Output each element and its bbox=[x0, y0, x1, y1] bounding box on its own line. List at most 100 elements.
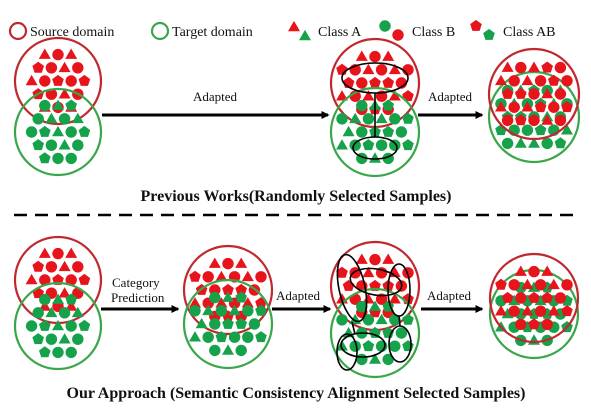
target-sample-circle-icon bbox=[58, 113, 71, 125]
legend-shape-icons bbox=[288, 19, 495, 41]
target-sample-circle-icon bbox=[395, 327, 408, 339]
target-sample-triangle-icon bbox=[52, 99, 64, 110]
source-sample-circle-icon bbox=[65, 274, 77, 286]
source-domain-circle bbox=[487, 47, 581, 141]
target-sample-pentagon-icon bbox=[402, 139, 414, 151]
source-sample-triangle-icon bbox=[58, 260, 71, 272]
target-sample-triangle-icon bbox=[336, 340, 348, 351]
source-sample-triangle-icon bbox=[58, 61, 71, 73]
target-domain-circle bbox=[13, 281, 103, 371]
target-sample-circle-icon bbox=[235, 344, 247, 357]
legend-class-ab-label: Class AB bbox=[503, 25, 556, 40]
target-sample-pentagon-icon bbox=[235, 291, 247, 303]
target-domain-circle bbox=[182, 278, 274, 370]
target-sample-pentagon-icon bbox=[255, 331, 267, 343]
target-sample-circle-icon bbox=[336, 314, 348, 326]
source-sample-triangle-icon bbox=[362, 266, 375, 278]
target-sample-circle-icon bbox=[39, 99, 51, 112]
target-sample-circle-icon bbox=[362, 314, 375, 326]
source-sample-triangle-icon bbox=[235, 257, 248, 268]
source-sample-pentagon-icon bbox=[515, 114, 527, 126]
bottom-arrow-2-label: Adapted bbox=[276, 288, 321, 303]
target-sample-circle-icon bbox=[382, 353, 394, 366]
target-sample-circle-icon bbox=[202, 331, 214, 343]
source-domain-circle bbox=[182, 244, 274, 336]
target-sample-circle-icon bbox=[72, 139, 84, 151]
target-sample-pentagon-icon bbox=[534, 124, 547, 136]
target-sample-triangle-icon bbox=[202, 304, 215, 316]
source-sample-triangle-icon bbox=[382, 50, 395, 61]
target-sample-circle-icon bbox=[52, 346, 64, 359]
source-sample-pentagon-icon bbox=[541, 61, 553, 73]
bottom-semantic-selected-domains bbox=[329, 240, 421, 379]
target-sample-triangle-icon bbox=[375, 313, 388, 325]
target-sample-pentagon-icon bbox=[362, 139, 375, 151]
bottom-arrow-1-label-line-1: Category bbox=[112, 275, 160, 290]
legend-class-b-red-circle-icon bbox=[392, 29, 404, 41]
target-sample-circle-icon bbox=[375, 139, 388, 151]
source-sample-triangle-icon bbox=[528, 61, 540, 72]
source-sample-triangle-icon bbox=[355, 50, 368, 61]
source-sample-triangle-icon bbox=[38, 48, 51, 59]
source-sample-triangle-icon bbox=[382, 253, 395, 264]
source-sample-circle-icon bbox=[534, 75, 547, 87]
legend-class-ab-green-pentagon-icon bbox=[483, 28, 495, 40]
source-sample-circle-icon bbox=[369, 253, 381, 266]
target-sample-triangle-icon bbox=[45, 112, 58, 124]
target-sample-triangle-icon bbox=[52, 319, 64, 331]
source-sample-circle-icon bbox=[202, 271, 214, 283]
legend-target-label: Target domain bbox=[172, 25, 253, 40]
bottom-selection-ellipse-4 bbox=[340, 332, 386, 358]
target-sample-circle-icon bbox=[72, 333, 84, 345]
target-sample-circle-icon bbox=[228, 331, 241, 343]
source-sample-pentagon-icon bbox=[382, 76, 394, 88]
target-sample-circle-icon bbox=[45, 333, 58, 345]
source-sample-triangle-icon bbox=[501, 61, 514, 72]
target-sample-triangle-icon bbox=[195, 317, 208, 329]
target-sample-triangle-icon bbox=[228, 304, 241, 316]
bottom-row: Category Prediction Adapted Adapted Our … bbox=[13, 235, 580, 402]
legend-source-circle-icon bbox=[8, 21, 28, 41]
target-sample-pentagon-icon bbox=[402, 313, 414, 325]
source-sample-circle-icon bbox=[72, 261, 84, 273]
source-sample-circle-icon bbox=[528, 88, 540, 100]
target-sample-triangle-icon bbox=[369, 300, 381, 311]
source-sample-triangle-icon bbox=[547, 305, 560, 316]
target-sample-circle-icon bbox=[58, 307, 71, 319]
target-sample-circle-icon bbox=[501, 137, 514, 150]
legend-class-b-label: Class B bbox=[412, 25, 455, 40]
legend-source-label: Source domain bbox=[30, 25, 114, 40]
target-sample-triangle-icon bbox=[342, 125, 355, 137]
target-sample-triangle-icon bbox=[528, 137, 540, 148]
target-domain-circle bbox=[487, 70, 581, 164]
source-sample-circle-icon bbox=[554, 61, 567, 74]
source-sample-triangle-icon bbox=[355, 253, 368, 264]
target-sample-circle-icon bbox=[209, 291, 221, 304]
target-sample-triangle-icon bbox=[71, 112, 84, 124]
source-sample-triangle-icon bbox=[388, 90, 401, 101]
target-sample-pentagon-icon bbox=[39, 346, 51, 358]
source-sample-triangle-icon bbox=[495, 74, 507, 86]
target-sample-circle-icon bbox=[32, 307, 44, 319]
target-sample-circle-icon bbox=[541, 137, 553, 150]
legend: Source domain Target domain Class A Clas… bbox=[8, 19, 556, 41]
source-sample-triangle-icon bbox=[241, 270, 254, 282]
target-sample-pentagon-icon bbox=[32, 139, 44, 151]
target-sample-triangle-icon bbox=[528, 281, 540, 292]
source-sample-pentagon-icon bbox=[528, 291, 540, 303]
source-sample-circle-icon bbox=[45, 261, 58, 273]
source-sample-triangle-icon bbox=[521, 74, 534, 86]
source-sample-pentagon-icon bbox=[336, 63, 348, 75]
target-sample-triangle-icon bbox=[45, 306, 58, 318]
source-sample-circle-icon bbox=[356, 77, 368, 89]
source-sample-circle-icon bbox=[375, 64, 388, 76]
source-sample-triangle-icon bbox=[362, 90, 375, 101]
top-selection-marks bbox=[341, 62, 409, 160]
source-sample-pentagon-icon bbox=[336, 266, 348, 278]
bottom-caption: Our Approach (Semantic Consistency Align… bbox=[67, 385, 526, 402]
bottom-selection-marks bbox=[336, 253, 412, 371]
source-sample-triangle-icon bbox=[495, 305, 507, 316]
source-sample-circle-icon bbox=[52, 48, 64, 61]
target-sample-triangle-icon bbox=[336, 139, 348, 150]
